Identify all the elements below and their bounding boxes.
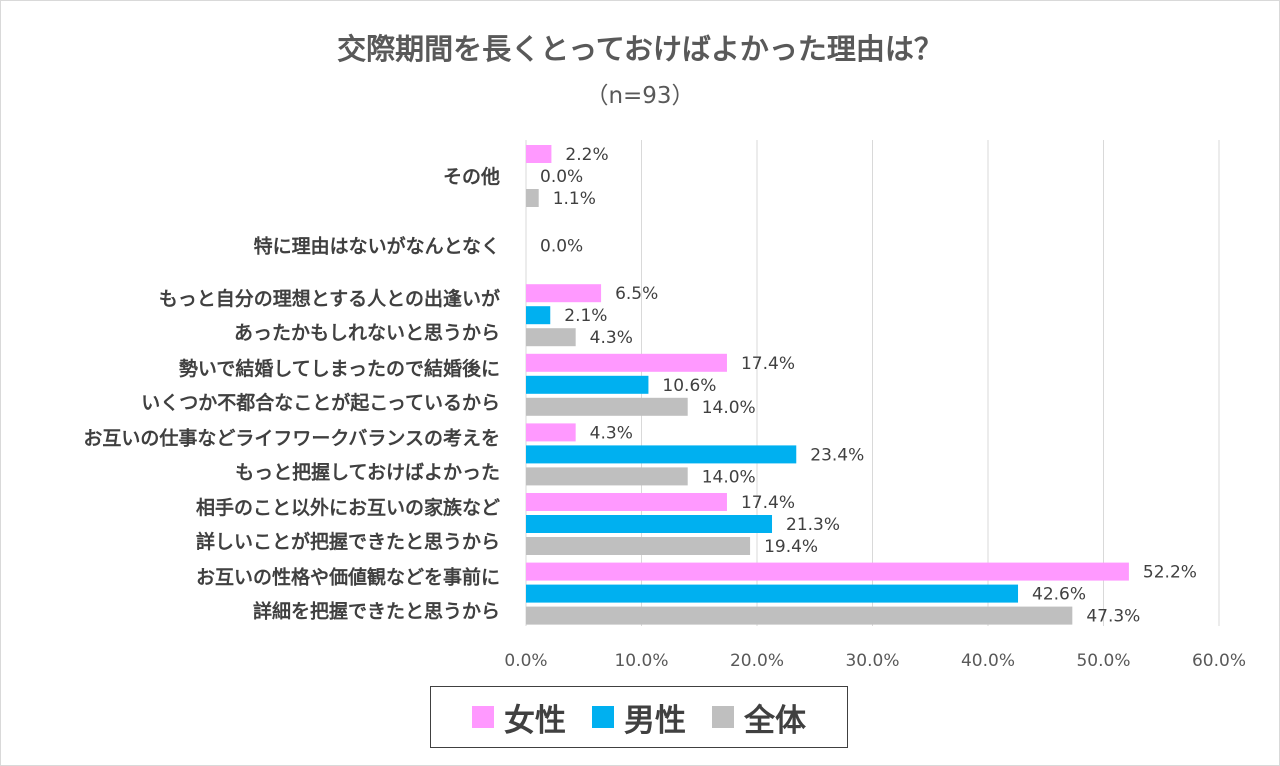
bar xyxy=(526,445,797,464)
data-label: 1.1% xyxy=(553,189,596,209)
bar xyxy=(526,537,751,555)
chart-title: 交際期間を長くとっておけばよかった理由は？ xyxy=(337,32,943,66)
bar xyxy=(526,284,602,303)
bar xyxy=(526,145,552,163)
category-label: もっと把握しておけばよかった xyxy=(235,460,500,483)
bar xyxy=(526,328,576,347)
category-label: 勢いで結婚してしまったので結婚後に xyxy=(179,357,500,380)
chart-subtitle: （n=93） xyxy=(585,83,695,109)
bar xyxy=(526,353,727,372)
legend-label-female: 女性 xyxy=(504,702,566,739)
bar xyxy=(526,584,1019,603)
data-label: 42.6% xyxy=(1032,585,1086,605)
category-label: お互いの性格や価値観などを事前に xyxy=(196,566,500,589)
legend-swatch-female xyxy=(472,706,494,728)
category-label: 相手のこと以外にお互いの家族など xyxy=(196,496,500,519)
data-label: 10.6% xyxy=(662,376,716,396)
data-label: 6.5% xyxy=(615,284,658,304)
data-label: 17.4% xyxy=(741,354,795,374)
category-label: もっと自分の理想とする人との出逢いが xyxy=(159,287,500,310)
data-label: 52.2% xyxy=(1143,563,1197,583)
legend-swatch-male xyxy=(592,706,614,728)
category-label: その他 xyxy=(443,165,500,188)
bar xyxy=(526,375,649,394)
bar-chart-plot: 0.0% 10.0% 20.0% 30.0% 40.0% 50.0% 60.0%2.2%0.… xyxy=(83,140,1246,671)
bar xyxy=(526,467,688,486)
bar xyxy=(526,189,539,207)
data-label: 47.3% xyxy=(1086,607,1140,627)
data-label: 0.0% xyxy=(540,167,583,187)
category-label: お互いの仕事などライフワークバランスの考えを xyxy=(83,426,500,449)
legend-item-female: 女性 xyxy=(472,695,566,740)
legend-label-male: 男性 xyxy=(624,702,686,739)
data-label: 23.4% xyxy=(810,445,864,465)
bar xyxy=(526,515,773,533)
data-label: 0.0% xyxy=(540,237,583,257)
bar xyxy=(526,306,551,325)
data-label: 21.3% xyxy=(786,515,840,535)
category-label: あったかもしれないと思うから xyxy=(234,322,500,344)
bar xyxy=(526,397,688,416)
data-label: 14.0% xyxy=(702,467,756,487)
data-label: 19.4% xyxy=(764,537,818,557)
legend-label-total: 全体 xyxy=(744,702,806,739)
x-tick-label: 20.0% xyxy=(730,651,784,671)
x-tick-label: 50.0% xyxy=(1076,651,1130,671)
legend-item-total: 全体 xyxy=(712,695,806,740)
data-label: 14.0% xyxy=(702,398,756,418)
x-tick-label: 40.0% xyxy=(961,651,1015,671)
data-label: 2.1% xyxy=(564,306,607,326)
bar xyxy=(526,423,576,442)
bar xyxy=(526,606,1073,625)
data-label: 17.4% xyxy=(741,493,795,513)
x-tick-label: 10.0% xyxy=(614,651,668,671)
legend-swatch-total xyxy=(712,706,734,728)
x-tick-label: 60.0% xyxy=(1192,651,1246,671)
data-label: 4.3% xyxy=(590,423,633,443)
x-tick-label: 30.0% xyxy=(845,651,899,671)
legend-item-male: 男性 xyxy=(592,695,686,740)
category-label: いくつか不都合なことが起こっているから xyxy=(141,391,500,414)
bar xyxy=(526,562,1129,581)
data-label: 2.2% xyxy=(565,145,608,165)
x-tick-label: 0.0% xyxy=(504,651,547,671)
chart-legend: 女性 男性 全体 xyxy=(430,686,848,748)
data-label: 4.3% xyxy=(590,328,633,348)
category-label: 特に理由はないがなんとなく xyxy=(254,235,500,258)
bar xyxy=(526,493,727,511)
category-label: 詳しいことが把握できたと思うから xyxy=(196,530,500,553)
category-label: 詳細を把握できたと思うから xyxy=(253,600,500,623)
